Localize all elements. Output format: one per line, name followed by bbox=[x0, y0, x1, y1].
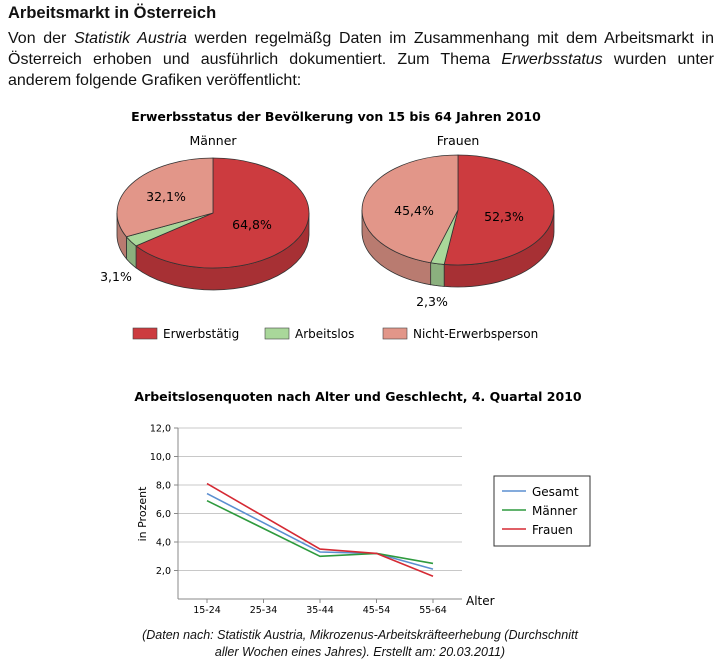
source-name: Statistik Austria bbox=[74, 30, 187, 47]
line-chart-title: Arbeitslosenquoten nach Alter und Geschl… bbox=[134, 389, 582, 404]
line-legend: Gesamt Männer Frauen bbox=[493, 475, 591, 547]
pie-legend: Erwerbstätig Arbeitslos Nicht-Erwerbsper… bbox=[132, 327, 538, 341]
legend-label-maenner: Männer bbox=[532, 504, 577, 518]
pie-chart-panel: Erwerbsstatus der Bevölkerung von 15 bis… bbox=[100, 109, 555, 341]
pie-value-label-erwerbstaetig: 52,3% bbox=[484, 209, 524, 224]
pie-value-label-arbeitslos: 2,3% bbox=[416, 294, 448, 309]
y-axis-label: in Prozent bbox=[136, 486, 149, 541]
intro-text: Von der Statistik Austria werden regelmä… bbox=[8, 30, 714, 89]
line-series-maenner bbox=[206, 499, 434, 565]
legend-swatch-erwerbstaetig bbox=[132, 327, 158, 340]
legend-label-nicht-erwerbsperson: Nicht-Erwerbsperson bbox=[413, 327, 538, 341]
pie-value-label-arbeitslos: 3,1% bbox=[100, 269, 132, 284]
x-tick-label: 25-34 bbox=[250, 605, 278, 616]
pie-value-label-erwerbstaetig: 64,8% bbox=[232, 217, 272, 232]
legend-swatch-nicht-erwerbsperson bbox=[382, 327, 408, 340]
x-tick-label: 35-44 bbox=[306, 605, 334, 616]
y-tick-labels: 2,0 4,0 6,0 8,0 10,0 12,0 bbox=[150, 424, 171, 578]
y-tick-label: 2,0 bbox=[156, 566, 171, 577]
x-tick-label: 45-54 bbox=[363, 605, 391, 616]
pie-men: 64,8% 32,1% 3,1% bbox=[100, 157, 310, 291]
line-legend-box bbox=[493, 475, 591, 547]
legend-swatch-arbeitslos bbox=[264, 327, 290, 340]
line-grid bbox=[174, 427, 462, 571]
y-tick-label: 8,0 bbox=[156, 481, 171, 492]
pie-slice-nicht-erwerbsperson bbox=[361, 154, 459, 264]
pie-women: 52,3% 45,4% 2,3% bbox=[361, 154, 555, 309]
y-tick-label: 12,0 bbox=[150, 424, 171, 435]
pie-slice-nicht-erwerbsperson bbox=[116, 157, 214, 238]
pie-men-label: Männer bbox=[189, 133, 237, 148]
page-title: Arbeitsmarkt in Österreich bbox=[8, 4, 217, 22]
y-tick-label: 4,0 bbox=[156, 538, 171, 549]
legend-label-erwerbstaetig: Erwerbstätig bbox=[163, 327, 239, 341]
pie-women-label: Frauen bbox=[437, 133, 480, 148]
topic-name: Erwerbsstatus bbox=[501, 51, 603, 68]
legend-label-gesamt: Gesamt bbox=[532, 485, 579, 499]
source-caption: (Daten nach: Statistik Austria, Mikrozen… bbox=[142, 628, 578, 659]
x-tick-label: 55-64 bbox=[419, 605, 447, 616]
legend-label-frauen: Frauen bbox=[532, 523, 573, 537]
line-series-frauen bbox=[206, 482, 434, 577]
x-tick-labels: 15-24 25-34 35-44 45-54 55-64 bbox=[193, 599, 447, 616]
line-series bbox=[206, 482, 434, 577]
x-axis-label: Alter bbox=[466, 594, 495, 608]
y-tick-label: 6,0 bbox=[156, 509, 171, 520]
x-tick-label: 15-24 bbox=[193, 605, 221, 616]
pie-slice-erwerbstaetig bbox=[443, 154, 555, 266]
pie-value-label-nicht-erwerbsperson: 32,1% bbox=[146, 189, 186, 204]
pie-chart-title: Erwerbsstatus der Bevölkerung von 15 bis… bbox=[131, 109, 541, 124]
pie-value-label-nicht-erwerbsperson: 45,4% bbox=[394, 203, 434, 218]
line-series-gesamt bbox=[206, 492, 434, 570]
legend-label-arbeitslos: Arbeitslos bbox=[295, 327, 354, 341]
y-tick-label: 10,0 bbox=[150, 452, 171, 463]
pie-slice-erwerbstaetig bbox=[135, 157, 310, 269]
